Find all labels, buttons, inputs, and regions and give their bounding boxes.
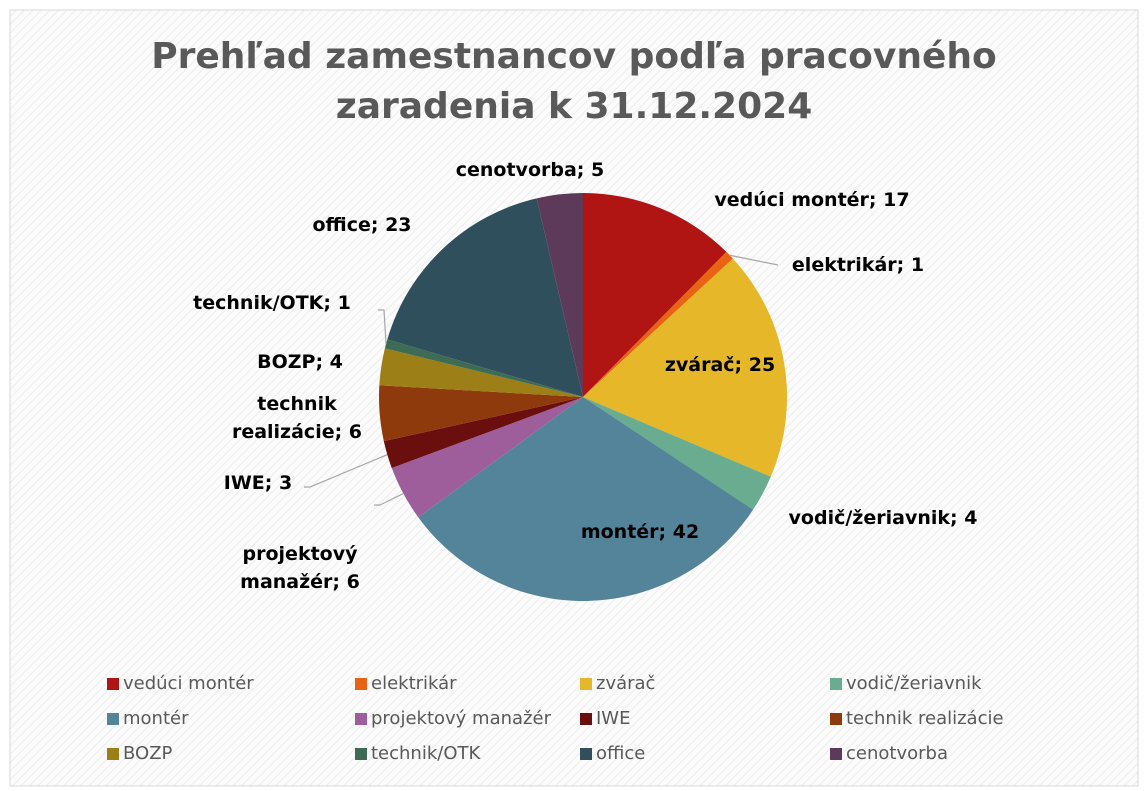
legend-label: BOZP [123, 743, 173, 764]
data-label: BOZP; 4 [257, 351, 343, 373]
leader-line [729, 254, 779, 266]
data-label: office; 23 [312, 214, 412, 236]
pie-slice [418, 397, 754, 602]
pie-slice [583, 397, 771, 510]
legend-label: cenotvorba [846, 743, 948, 764]
data-label: elektrikár; 1 [791, 254, 925, 276]
data-label: vedúci montér; 17 [714, 189, 910, 211]
legend-label: projektový manažér [371, 708, 552, 729]
legend-label: technik realizácie [846, 708, 1004, 729]
legend-label: elektrikár [371, 673, 457, 694]
chart-title: Prehľad zamestnancov podľa pracovného za… [151, 36, 997, 127]
legend-swatch [355, 748, 367, 760]
leader-line [304, 454, 388, 488]
legend-label: vodič/žeriavnik [846, 673, 982, 694]
data-label: vodič/žeriavnik; 4 [788, 507, 978, 529]
pie-slice [536, 193, 583, 397]
data-label: technik/OTK; 1 [193, 292, 351, 314]
legend-label: technik/OTK [371, 743, 481, 764]
legend-swatch [355, 713, 367, 725]
pie-slice [384, 339, 583, 397]
legend-swatch [830, 713, 842, 725]
pie-slice [583, 258, 788, 477]
pie-slice [391, 397, 583, 518]
pie-slice [379, 348, 583, 397]
pie-slice [583, 193, 727, 397]
pie-slice [379, 385, 583, 442]
pie-slice [383, 397, 583, 468]
data-label: projektový manažér; 6 [240, 543, 360, 593]
legend-label: montér [123, 708, 189, 729]
data-label: IWE; 3 [223, 472, 293, 494]
legend-label: zvárač [596, 673, 655, 694]
leader-line [378, 309, 387, 344]
legend-swatch [830, 678, 842, 690]
legend-swatch [107, 748, 119, 760]
data-label: cenotvorba; 5 [455, 159, 605, 181]
legend-label: IWE [596, 708, 630, 729]
data-label: montér; 42 [580, 521, 700, 543]
data-label: zvárač; 25 [664, 354, 776, 376]
data-label: technik realizácie; 6 [231, 393, 363, 443]
legend-swatch [355, 678, 367, 690]
leader-line [374, 493, 404, 506]
legend-swatch [830, 748, 842, 760]
legend-swatch [107, 678, 119, 690]
legend-label: office [596, 743, 645, 764]
pie-slice [387, 198, 583, 397]
legend-swatch [107, 713, 119, 725]
legend-label: vedúci montér [123, 673, 254, 694]
legend-swatch [580, 713, 592, 725]
pie-slice [583, 251, 733, 397]
legend-swatch [580, 748, 592, 760]
legend-swatch [580, 678, 592, 690]
